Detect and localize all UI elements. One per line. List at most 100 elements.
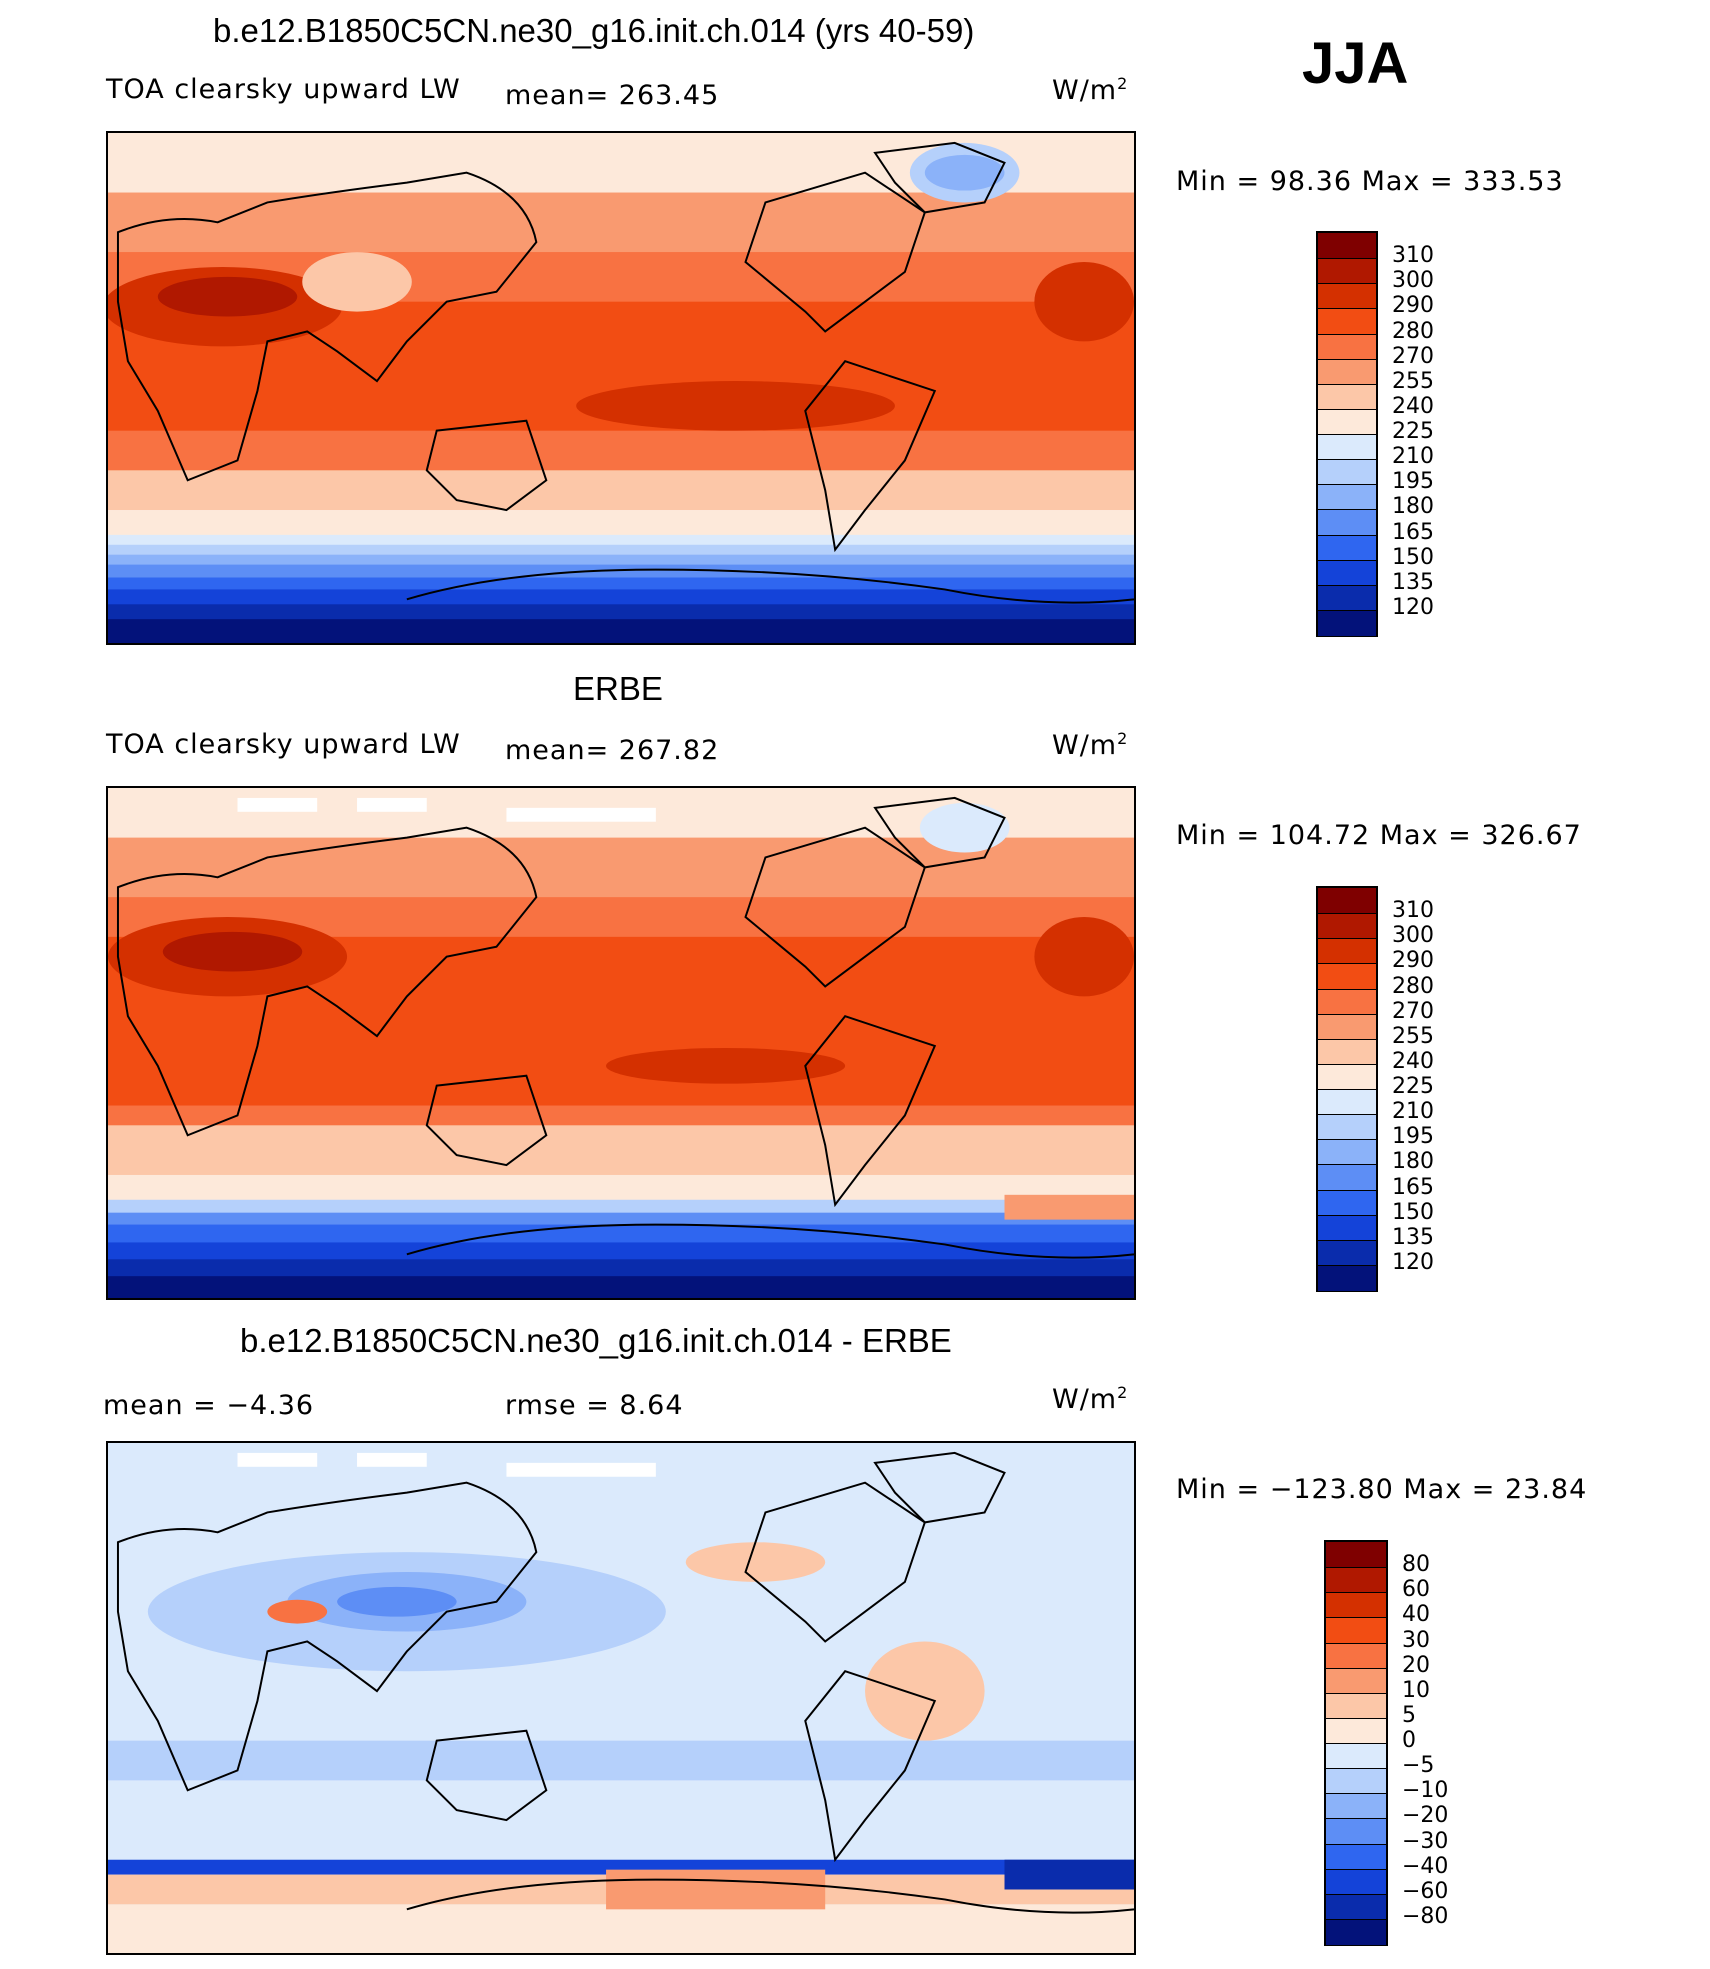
- colorbar-box: [1318, 534, 1376, 561]
- colorbar-box: [1318, 509, 1376, 536]
- colorbar-tick-label: 210: [1392, 444, 1434, 470]
- panel2-map-svg: [108, 788, 1134, 1298]
- panel1-minmax: Min = 98.36 Max = 333.53: [1176, 166, 1564, 197]
- colorbar-box: [1318, 484, 1376, 511]
- colorbar-tick-label: −20: [1402, 1803, 1449, 1829]
- panel3-mean: mean = −4.36: [103, 1390, 315, 1421]
- units-sup: 2: [1117, 729, 1129, 748]
- colorbar-tick-label: 240: [1392, 1048, 1434, 1074]
- colorbar-box: [1326, 1818, 1386, 1845]
- colorbar-tick-label: 195: [1392, 1124, 1434, 1150]
- colorbar-box: [1326, 1843, 1386, 1870]
- colorbar-tick-label: 290: [1392, 948, 1434, 974]
- colorbar-box: [1326, 1793, 1386, 1820]
- colorbar-box: [1326, 1893, 1386, 1920]
- colorbar-tick-label: 280: [1392, 973, 1434, 999]
- colorbar-tick-label: 255: [1392, 1023, 1434, 1049]
- colorbar-box: [1326, 1692, 1386, 1719]
- colorbar-tick-label: 290: [1392, 293, 1434, 319]
- colorbar-box: [1318, 358, 1376, 385]
- colorbar-box: [1318, 1214, 1376, 1241]
- colorbar-tick-label: −5: [1402, 1753, 1435, 1779]
- colorbar-box: [1318, 1089, 1376, 1116]
- colorbar-box: [1326, 1768, 1386, 1795]
- colorbar-tick-label: 180: [1392, 494, 1434, 520]
- panel3-colorbar: [1324, 1540, 1388, 1946]
- units-text: W/m: [1052, 730, 1118, 761]
- colorbar-box: [1318, 408, 1376, 435]
- colorbar-tick-label: 60: [1402, 1577, 1430, 1603]
- colorbar-tick-label: 150: [1392, 1199, 1434, 1225]
- colorbar-box: [1318, 1038, 1376, 1065]
- colorbar-box: [1326, 1592, 1386, 1619]
- colorbar-tick-label: 255: [1392, 368, 1434, 394]
- colorbar-box: [1318, 1164, 1376, 1191]
- colorbar-tick-label: 120: [1392, 594, 1434, 620]
- colorbar-box: [1318, 434, 1376, 461]
- panel1-units: W/m2: [1052, 74, 1128, 106]
- panel2-colorbar: [1316, 886, 1378, 1292]
- panel2-map: [106, 786, 1136, 1300]
- panel1-variable: TOA clearsky upward LW: [106, 74, 461, 105]
- panel3-units: W/m2: [1052, 1383, 1128, 1415]
- panel2-minmax: Min = 104.72 Max = 326.67: [1176, 820, 1582, 851]
- panel3-title: b.e12.B1850C5CN.ne30_g16.init.ch.014 - E…: [240, 1322, 952, 1359]
- colorbar-box: [1318, 283, 1376, 310]
- colorbar-box: [1318, 1189, 1376, 1216]
- panel2-mean: mean= 267.82: [505, 735, 720, 766]
- panel2-units: W/m2: [1052, 729, 1128, 761]
- panel1-map-svg: [108, 133, 1134, 643]
- colorbar-box: [1318, 963, 1376, 990]
- colorbar-box: [1326, 1642, 1386, 1669]
- panel1-title: b.e12.B1850C5CN.ne30_g16.init.ch.014 (yr…: [213, 12, 975, 49]
- colorbar-tick-label: 270: [1392, 343, 1434, 369]
- colorbar-tick-label: 240: [1392, 393, 1434, 419]
- colorbar-box: [1318, 1013, 1376, 1040]
- colorbar-box: [1318, 609, 1376, 636]
- colorbar-tick-label: 270: [1392, 998, 1434, 1024]
- colorbar-tick-label: 310: [1392, 898, 1434, 924]
- panel2-variable: TOA clearsky upward LW: [106, 729, 461, 760]
- colorbar-box: [1318, 1114, 1376, 1141]
- colorbar-tick-label: 180: [1392, 1149, 1434, 1175]
- colorbar-tick-label: 135: [1392, 569, 1434, 595]
- colorbar-box: [1318, 333, 1376, 360]
- units-sup: 2: [1117, 1383, 1129, 1402]
- colorbar-tick-label: 165: [1392, 519, 1434, 545]
- colorbar-box: [1318, 1264, 1376, 1291]
- season-label: JJA: [1302, 31, 1409, 96]
- colorbar-tick-label: 165: [1392, 1174, 1434, 1200]
- colorbar-tick-label: 10: [1402, 1677, 1430, 1703]
- colorbar-tick-label: 225: [1392, 419, 1434, 444]
- colorbar-box: [1326, 1542, 1386, 1568]
- colorbar-tick-label: 150: [1392, 544, 1434, 570]
- colorbar-box: [1318, 584, 1376, 611]
- units-text: W/m: [1052, 1384, 1118, 1415]
- colorbar-tick-label: −60: [1402, 1878, 1449, 1904]
- colorbar-tick-label: 135: [1392, 1224, 1434, 1250]
- colorbar-box: [1318, 559, 1376, 586]
- colorbar-box: [1326, 1667, 1386, 1694]
- colorbar-tick-label: 20: [1402, 1652, 1430, 1678]
- colorbar-box: [1318, 459, 1376, 486]
- colorbar-tick-label: 80: [1402, 1552, 1430, 1578]
- colorbar-box: [1318, 913, 1376, 940]
- colorbar-box: [1318, 308, 1376, 335]
- colorbar-box: [1318, 233, 1376, 259]
- colorbar-tick-label: 300: [1392, 923, 1434, 949]
- units-sup: 2: [1117, 74, 1129, 93]
- colorbar-tick-label: −80: [1402, 1903, 1449, 1929]
- panel1-map: [106, 131, 1136, 645]
- panel2-title: ERBE: [573, 670, 663, 707]
- colorbar-box: [1326, 1743, 1386, 1770]
- colorbar-box: [1326, 1567, 1386, 1594]
- colorbar-tick-label: −30: [1402, 1828, 1449, 1854]
- colorbar-tick-label: 210: [1392, 1099, 1434, 1125]
- colorbar-tick-label: 0: [1402, 1728, 1416, 1753]
- colorbar-box: [1326, 1868, 1386, 1895]
- colorbar-box: [1318, 888, 1376, 914]
- colorbar-box: [1318, 1063, 1376, 1090]
- colorbar-box: [1318, 1239, 1376, 1266]
- units-text: W/m: [1052, 75, 1118, 106]
- colorbar-box: [1318, 258, 1376, 285]
